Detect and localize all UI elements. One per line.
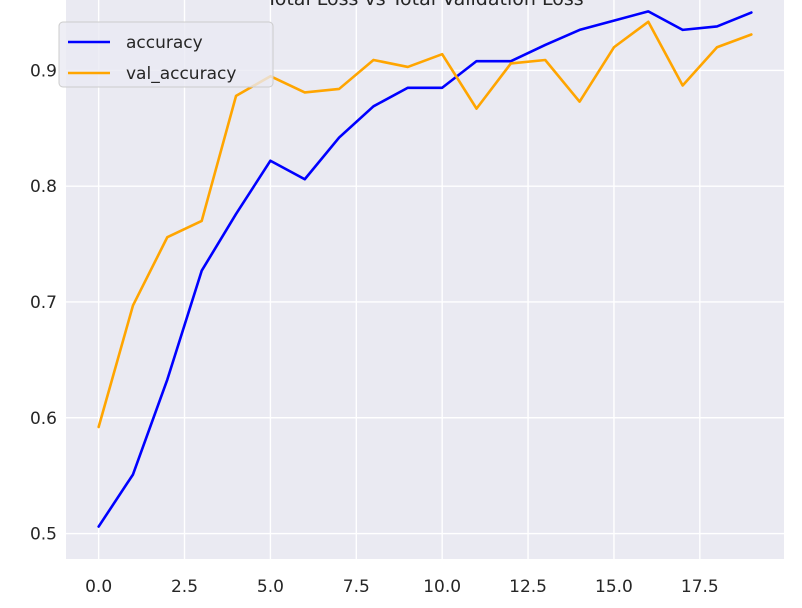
x-tick-label: 17.5: [681, 577, 719, 597]
y-tick-label: 0.6: [30, 409, 57, 429]
series-line-accuracy: [97, 10, 753, 528]
y-tick-label: 0.7: [30, 293, 57, 313]
series-layer: [97, 10, 753, 528]
chart-title: Total Loss vs Total Validation Loss: [265, 0, 583, 10]
x-tick-label: 5.0: [257, 577, 284, 597]
y-tick-label: 0.9: [30, 61, 57, 81]
grid-horizontal-lines: [66, 69, 784, 535]
series-line-val-accuracy: [97, 20, 753, 429]
plot-area: [66, 0, 784, 559]
x-tick-label: 7.5: [343, 577, 370, 597]
grid-vertical-lines: [97, 0, 701, 559]
x-tick-label: 12.5: [509, 577, 547, 597]
legend: accuracy val_accuracy: [58, 21, 274, 88]
y-tick-label: 0.5: [30, 525, 57, 545]
x-tick-label: 0.0: [85, 577, 112, 597]
legend-box: [58, 21, 274, 88]
y-tick-labels: 0.5 0.6 0.7 0.8 0.9: [30, 61, 57, 544]
legend-label-val-accuracy: val_accuracy: [126, 64, 236, 84]
legend-label-accuracy: accuracy: [126, 33, 203, 53]
x-tick-labels: 0.0 2.5 5.0 7.5 10.0 12.5 15.0 17.5: [85, 577, 719, 597]
x-tick-label: 15.0: [595, 577, 633, 597]
y-tick-label: 0.8: [30, 177, 57, 197]
x-tick-label: 2.5: [171, 577, 198, 597]
x-tick-label: 10.0: [423, 577, 461, 597]
